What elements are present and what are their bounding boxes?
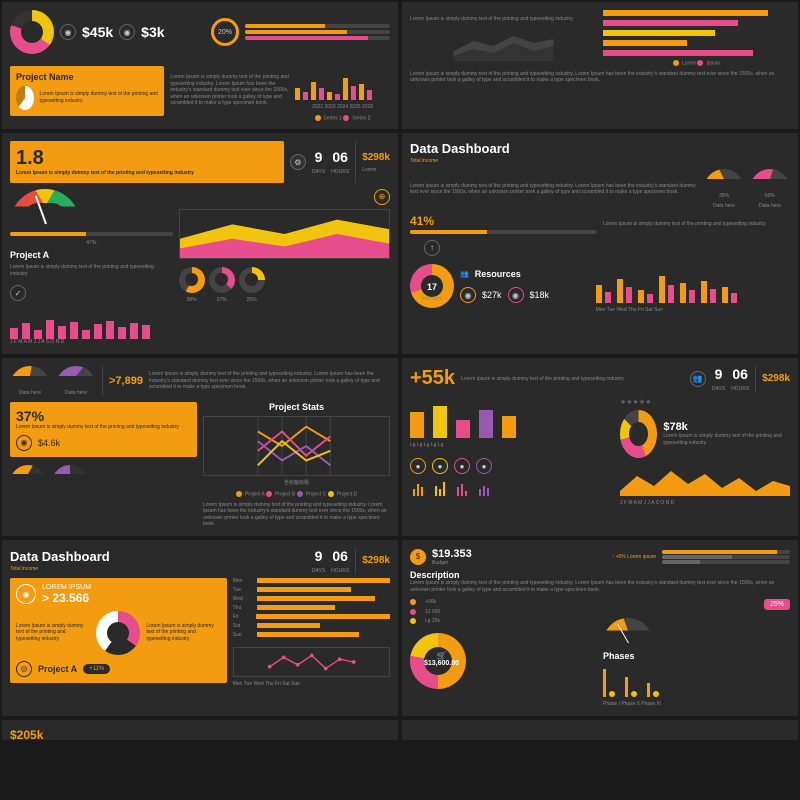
badge: +11% xyxy=(83,664,110,674)
mini-icon: ● xyxy=(476,458,492,474)
stat-icon: ◉ xyxy=(460,287,476,303)
days-value: 9 xyxy=(315,149,323,165)
body-text: Lorem Ipsum is simply dummy text of the … xyxy=(170,74,289,107)
mini-pie xyxy=(16,86,34,110)
parallel-chart xyxy=(203,416,390,476)
chart-legend: Series 1 Series 2 xyxy=(295,115,390,122)
body-text: Lorem Ipsum is simply dummy text of the … xyxy=(410,71,790,84)
stacked-area-chart xyxy=(179,209,390,259)
pct-value: 41% xyxy=(410,214,597,228)
progress-bar xyxy=(662,555,790,559)
pie-chart xyxy=(10,10,54,54)
phases-title: Phases xyxy=(603,651,790,661)
project-title: Project A xyxy=(10,250,173,260)
progress-bar xyxy=(245,36,390,40)
area-spark xyxy=(620,466,790,496)
panel-55k: +55k Lorem Ipsum is simply dummy text of… xyxy=(402,358,798,536)
budget-value: $19.353 xyxy=(432,548,472,560)
panel-top-left: ◉ $45k ◉ $3k 20% Project Name Lorem Ipsu… xyxy=(2,2,398,129)
project-icon: ◎ xyxy=(16,661,32,677)
chart-x-labels: 2022 2023 2024 2025 2026 xyxy=(295,104,390,111)
panel-cut-right xyxy=(402,720,798,740)
stat-icon: ◉ xyxy=(119,24,135,40)
header-icon: ◉ xyxy=(16,584,36,604)
semi-donut xyxy=(52,465,88,483)
panel-cut-left: $205k xyxy=(2,720,398,740)
metric-value: >7,899 xyxy=(109,375,143,387)
axis-label: 坐标轴标题 xyxy=(203,480,390,487)
panel-metric-gauge: 1.8Lorem Ipsum is simply dummy text of t… xyxy=(2,133,398,354)
panel-budget: $ $19.353Budget ↑ +5% Lorem ipsum Descri… xyxy=(402,540,798,716)
amount-value: > 23.566 xyxy=(42,591,91,605)
progress-bar xyxy=(245,30,390,34)
resources-title: Resources xyxy=(475,269,521,279)
stat-value: $45k xyxy=(82,24,113,40)
progress-bar xyxy=(662,560,790,564)
chart-legend: Project A Project B Project C Project D xyxy=(203,491,390,498)
dashboard-title: Data Dashboard xyxy=(410,141,790,156)
people-icon: 👥 xyxy=(690,371,706,387)
mini-icon: ● xyxy=(410,458,426,474)
gauge-chart xyxy=(704,169,744,189)
budget-icon: $ xyxy=(410,549,426,565)
progress-bar xyxy=(245,24,390,28)
month-labels: J F M A M J J A S O N D xyxy=(10,339,390,346)
ring-chart: 20% xyxy=(211,18,239,46)
month-bar-chart xyxy=(10,307,390,339)
donut-row: 58% 37% 25% xyxy=(179,267,390,304)
semi-donut xyxy=(10,465,46,483)
stats-title: Project Stats xyxy=(203,402,390,412)
pct-badge: 25% xyxy=(764,599,790,610)
stat-icon: ◉ xyxy=(60,24,76,40)
stat-icon: ◉ xyxy=(508,287,524,303)
gauge-chart xyxy=(750,169,790,189)
cut-value: $205k xyxy=(10,728,390,740)
people-icon: 👥 xyxy=(460,270,469,278)
metric-box: 1.8Lorem Ipsum is simply dummy text of t… xyxy=(10,141,284,183)
day-labels: Mon Tue Wed Thu Fri Sat Sun xyxy=(596,307,790,314)
body-text: Lorem Ipsum is simply dummy text of the … xyxy=(410,16,597,23)
desc-title: Description xyxy=(410,570,790,580)
panel-project-stats: Data here Data here >7,899 Lorem Ipsum i… xyxy=(2,358,398,536)
revenue-donut xyxy=(620,410,657,458)
progress-bar xyxy=(662,550,790,554)
stat-icon: ◉ xyxy=(16,435,32,451)
donut-chart xyxy=(96,611,140,655)
gauge-chart xyxy=(10,189,80,224)
mini-icon: ● xyxy=(454,458,470,474)
hours-value: 06 xyxy=(332,149,348,165)
check-icon: ✓ xyxy=(10,285,26,301)
stat-value: $3k xyxy=(141,24,164,40)
settings-icon[interactable]: ⚙ xyxy=(290,154,306,170)
line-chart xyxy=(233,647,390,677)
project-title: Project Name xyxy=(16,72,158,82)
up-icon: ↑ xyxy=(424,240,440,256)
grouped-bar-chart xyxy=(295,60,390,100)
gauge-chart xyxy=(56,366,96,386)
dashboard-title: Data Dashboard xyxy=(10,549,110,564)
area-chart xyxy=(410,31,597,61)
body-text: Lorem Ipsum is simply dummy text of the … xyxy=(410,183,698,196)
gauge-chart xyxy=(10,366,50,386)
hbar-days: Mon Tue Wed Thu Fri Sat Sun xyxy=(233,578,390,639)
gauge-chart xyxy=(603,618,653,643)
star-rating: ★★★★★ xyxy=(620,398,790,406)
colored-bar-chart xyxy=(410,398,614,438)
phase-bars xyxy=(603,667,790,697)
panel-top-right: Lorem Ipsum is simply dummy text of the … xyxy=(402,2,798,129)
ring-pct: 20% xyxy=(214,21,236,43)
project-desc: Lorem Ipsum is simply dummy text of the … xyxy=(40,91,159,104)
revenue-value: $298k xyxy=(362,152,390,163)
mini-icon: ● xyxy=(432,458,448,474)
week-bar-chart xyxy=(596,259,790,303)
target-icon[interactable]: ⊕ xyxy=(374,189,390,205)
pct-value: 37% xyxy=(16,408,191,424)
cart-icon: 🛒 xyxy=(424,651,459,660)
metric-value: +55k xyxy=(410,367,455,390)
hbar-chart: Lorem Ipsum xyxy=(603,10,790,67)
panel-data-dashboard-2: Data DashboardTotal income 9DAYS 06HOURS… xyxy=(2,540,398,716)
panel-data-dashboard-1: Data Dashboard Total income Lorem Ipsum … xyxy=(402,133,798,354)
